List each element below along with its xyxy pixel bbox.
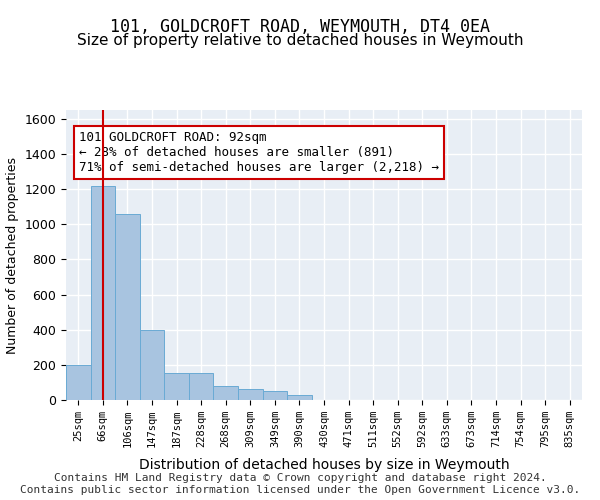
Bar bbox=[189, 373, 214, 400]
X-axis label: Distribution of detached houses by size in Weymouth: Distribution of detached houses by size … bbox=[139, 458, 509, 472]
Text: 101, GOLDCROFT ROAD, WEYMOUTH, DT4 0EA: 101, GOLDCROFT ROAD, WEYMOUTH, DT4 0EA bbox=[110, 18, 490, 36]
Bar bbox=[238, 390, 263, 400]
Bar bbox=[140, 330, 164, 400]
Y-axis label: Number of detached properties: Number of detached properties bbox=[6, 156, 19, 354]
Text: Size of property relative to detached houses in Weymouth: Size of property relative to detached ho… bbox=[77, 32, 523, 48]
Text: 101 GOLDCROFT ROAD: 92sqm
← 28% of detached houses are smaller (891)
71% of semi: 101 GOLDCROFT ROAD: 92sqm ← 28% of detac… bbox=[79, 131, 439, 174]
Bar bbox=[66, 365, 91, 400]
Text: Contains HM Land Registry data © Crown copyright and database right 2024.
Contai: Contains HM Land Registry data © Crown c… bbox=[20, 474, 580, 495]
Bar bbox=[263, 391, 287, 400]
Bar bbox=[91, 186, 115, 400]
Bar bbox=[214, 386, 238, 400]
Bar bbox=[115, 214, 140, 400]
Bar bbox=[164, 373, 189, 400]
Bar bbox=[287, 394, 312, 400]
